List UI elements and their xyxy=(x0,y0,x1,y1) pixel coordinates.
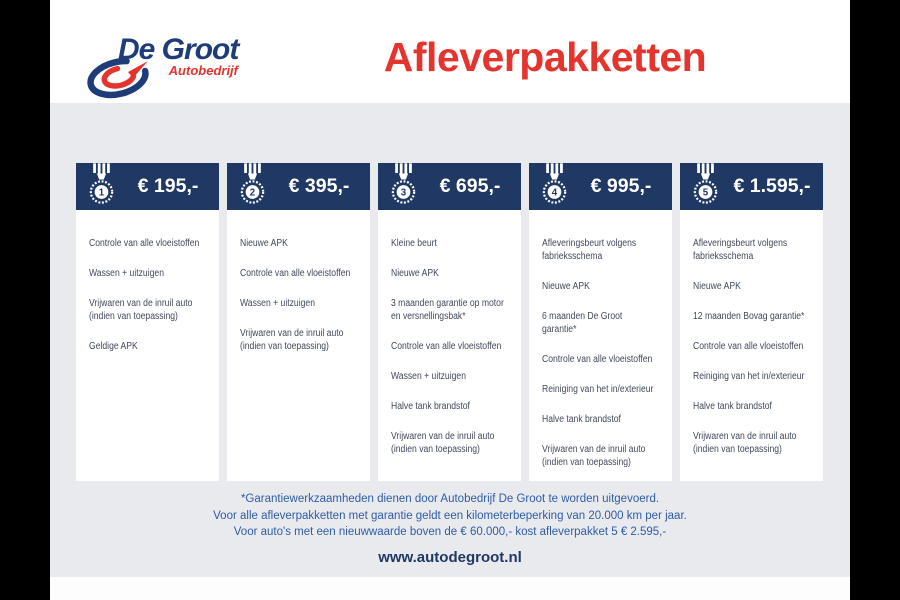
package-card-header: 5 € 1.595,- xyxy=(680,163,823,210)
package-price: € 395,- xyxy=(288,175,350,197)
medal-number: 3 xyxy=(401,188,407,199)
page-title: Afleverpakketten xyxy=(383,34,707,80)
package-features: Afleveringsbeurt volgens fabrieksschema N… xyxy=(680,210,823,481)
package-feature: Controle van alle vloeistoffen xyxy=(693,341,804,352)
package-features: Nieuwe APK Controle van alle vloeistoffen… xyxy=(227,210,370,481)
footnote: *Garantiewerkzaamheden dienen door Autob… xyxy=(50,491,850,541)
package-feature: Controle van alle vloeistoffen xyxy=(542,354,653,365)
logo-text: De Groot Autobedrijf xyxy=(118,33,239,78)
package-feature: Nieuwe APK xyxy=(240,238,288,249)
package-feature: Wassen + uitzuigen xyxy=(240,298,315,309)
footnote-line: Voor alle afleverpakketten met garantie … xyxy=(213,509,687,522)
package-card: 5 € 1.595,- Afleveringsbeurt volgens fab… xyxy=(680,163,823,481)
package-card: 1 € 195,- Controle van alle vloeistoffen… xyxy=(76,163,219,481)
package-card: 4 € 995,- Afleveringsbeurt volgens fabri… xyxy=(529,163,672,481)
logo-subtitle: Autobedrijf xyxy=(168,63,238,78)
package-feature: Reiniging van het in/exterieur xyxy=(542,384,654,395)
medal-icon: 3 xyxy=(391,163,416,204)
package-feature: Halve tank brandstof xyxy=(391,401,470,412)
package-feature: Afleveringsbeurt volgens fabrieksschema xyxy=(693,238,788,262)
package-feature: Halve tank brandstof xyxy=(542,414,621,425)
package-feature: 6 maanden De Groot garantie* xyxy=(542,311,623,335)
package-feature: Controle van alle vloeistoffen xyxy=(391,341,502,352)
package-card: 3 € 695,- Kleine beurt Nieuwe APK 3 maande… xyxy=(378,163,521,481)
package-feature: Wassen + uitzuigen xyxy=(391,371,466,382)
package-feature: 3 maanden garantie op motor en versnelli… xyxy=(391,298,504,322)
package-features: Kleine beurt Nieuwe APK 3 maanden garantie… xyxy=(378,210,521,481)
medal-icon: 5 xyxy=(693,163,718,204)
medal-icon: 2 xyxy=(240,163,265,204)
package-feature: Vrijwaren van de inruil auto (indien van… xyxy=(693,431,797,455)
package-features: Afleveringsbeurt volgens fabrieksschema N… xyxy=(529,210,672,481)
medal-number: 5 xyxy=(703,188,709,199)
package-price: € 1.595,- xyxy=(733,175,811,197)
website-text: www.autodegroot.nl xyxy=(378,549,522,566)
package-feature: Kleine beurt xyxy=(391,238,437,249)
footnote-line: Voor auto's met een nieuwwaarde boven de… xyxy=(233,526,667,538)
package-feature: Geldige APK xyxy=(89,341,138,352)
package-price: € 695,- xyxy=(439,175,501,197)
package-card-header: 1 € 195,- xyxy=(76,163,219,210)
package-feature: Reiniging van het in/exterieur xyxy=(693,371,805,382)
package-price: € 995,- xyxy=(590,175,652,197)
package-card-header: 3 € 695,- xyxy=(378,163,521,210)
package-feature: Nieuwe APK xyxy=(693,281,741,292)
package-card-header: 4 € 995,- xyxy=(529,163,672,210)
dealer-logo: De Groot Autobedrijf xyxy=(50,0,250,103)
bottom-strip xyxy=(50,577,850,600)
package-feature: Controle van alle vloeistoffen xyxy=(89,238,200,249)
medal-number: 4 xyxy=(552,188,558,199)
flyer: De Groot Autobedrijf Afleverpakketten xyxy=(50,0,850,600)
package-card-header: 2 € 395,- xyxy=(227,163,370,210)
package-card: 2 € 395,- Nieuwe APK Controle van alle vl… xyxy=(227,163,370,481)
logo-name: De Groot xyxy=(118,33,239,66)
package-feature: Controle van alle vloeistoffen xyxy=(240,268,351,279)
main-area: 1 € 195,- Controle van alle vloeistoffen… xyxy=(50,103,850,577)
footnote-line: *Garantiewerkzaamheden dienen door Autob… xyxy=(240,493,660,505)
letterbox-right xyxy=(850,0,900,600)
medal-icon: 1 xyxy=(89,163,114,204)
medal-number: 2 xyxy=(250,188,256,199)
package-feature: Vrijwaren van de inruil auto (indien van… xyxy=(391,431,495,455)
package-feature: Wassen + uitzuigen xyxy=(89,268,164,279)
package-features: Controle van alle vloeistoffen Wassen + u… xyxy=(76,210,219,481)
package-price: € 195,- xyxy=(137,175,199,197)
package-feature: Halve tank brandstof xyxy=(693,401,772,412)
package-feature: Afleveringsbeurt volgens fabrieksschema xyxy=(542,238,637,262)
letterbox-left xyxy=(0,0,50,600)
logo-swoosh-icon xyxy=(87,57,149,99)
package-feature: Nieuwe APK xyxy=(542,281,590,292)
package-feature: Vrijwaren van de inruil auto (indien van… xyxy=(240,328,344,352)
package-feature: 12 maanden Bovag garantie* xyxy=(693,311,805,322)
medal-icon: 4 xyxy=(542,163,567,204)
package-feature: Nieuwe APK xyxy=(391,268,439,279)
package-feature: Vrijwaren van de inruil auto (indien van… xyxy=(542,444,646,468)
medal-number: 1 xyxy=(99,188,105,199)
packages-row: 1 € 195,- Controle van alle vloeistoffen… xyxy=(76,163,823,481)
package-feature: Vrijwaren van de inruil auto (indien van… xyxy=(89,298,193,322)
header: De Groot Autobedrijf Afleverpakketten xyxy=(50,0,850,103)
